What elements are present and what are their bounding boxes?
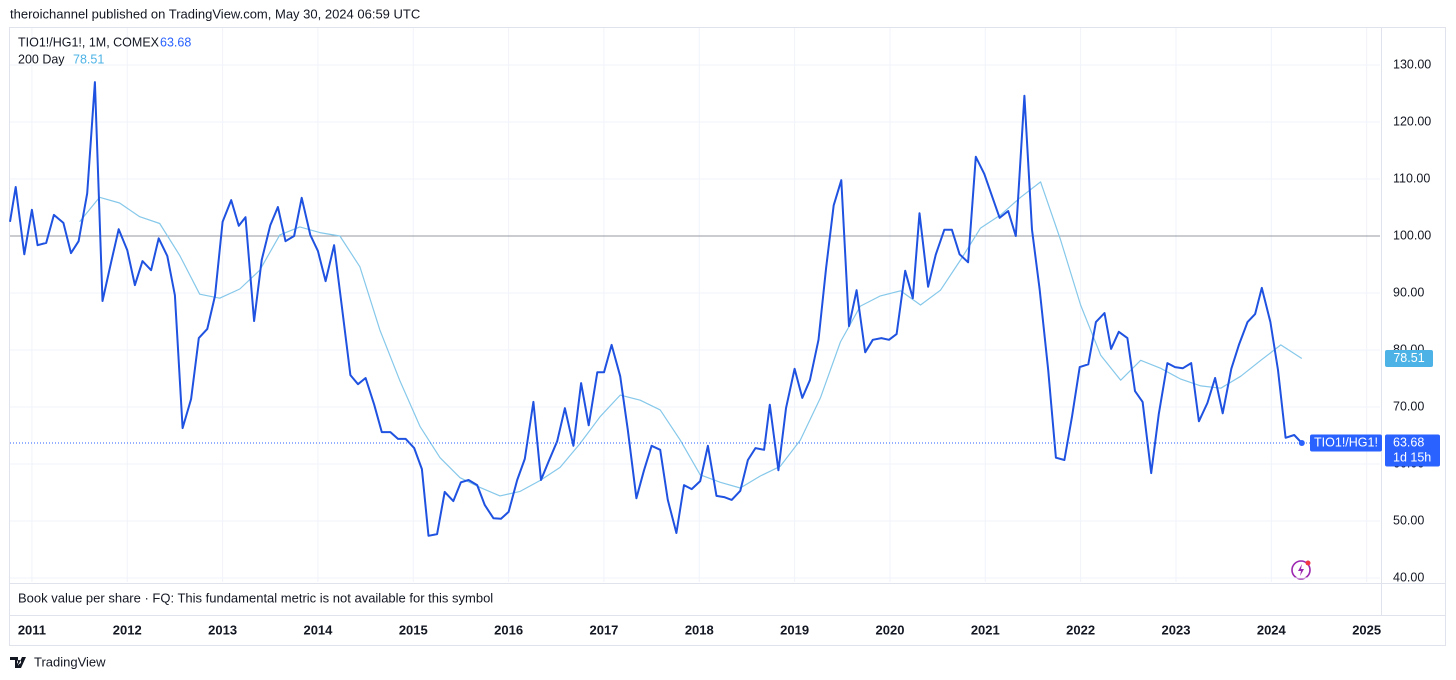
- x-tick-label: 2017: [589, 622, 618, 637]
- x-tick-label: 2015: [399, 622, 428, 637]
- lightning-icon[interactable]: [1291, 560, 1311, 580]
- x-tick-label: 2011: [18, 622, 46, 637]
- legend-name: TIO1!/HG1!, 1M, COMEX: [18, 35, 160, 49]
- x-tick-label: 2020: [876, 622, 905, 637]
- tradingview-logo: [10, 657, 26, 668]
- y-tick-label: 40.00: [1393, 570, 1424, 584]
- y-tick-label: 100.00: [1393, 228, 1431, 242]
- y-tick-label: 110.00: [1393, 171, 1430, 185]
- price-line: [9, 81, 1303, 537]
- x-tick-label: 2025: [1352, 622, 1381, 637]
- symbol-tag-label: TIO1!/HG1!: [1314, 435, 1378, 449]
- legend-name: 200 Day: [18, 52, 65, 66]
- x-tick-label: 2012: [113, 622, 142, 637]
- attribution: theroichannel published on TradingView.c…: [10, 6, 420, 21]
- y-tick-label: 130.00: [1393, 57, 1431, 71]
- price-tag-label: 63.68: [1393, 435, 1424, 449]
- x-tick-label: 2021: [971, 622, 1000, 637]
- x-tick-label: 2023: [1162, 622, 1191, 637]
- panel-border: [9, 27, 1446, 646]
- plot-area: [9, 28, 1380, 582]
- legend-value: 63.68: [160, 35, 191, 49]
- x-tick-label: 2016: [494, 622, 523, 637]
- brand: TradingView: [34, 654, 106, 669]
- x-tick-label: 2018: [685, 622, 714, 637]
- x-tick-label: 2024: [1257, 622, 1287, 637]
- last-price-dot: [1298, 440, 1305, 447]
- ma-price-tag-label: 78.51: [1393, 351, 1424, 365]
- fundamental-note: Book value per share · FQ: This fundamen…: [18, 590, 493, 605]
- ma-price-tag: [1385, 350, 1433, 368]
- y-tick-label: 50.00: [1393, 513, 1424, 527]
- x-tick-label: 2019: [780, 622, 809, 637]
- y-tick-label: 90.00: [1393, 285, 1424, 299]
- y-tick-label: 70.00: [1393, 399, 1424, 413]
- moving-average-line: [79, 181, 1303, 497]
- countdown-label: 1d 15h: [1393, 450, 1431, 464]
- symbol-tag: [1310, 434, 1382, 452]
- x-tick-label: 2013: [208, 622, 237, 637]
- y-tick-label: 120.00: [1393, 114, 1431, 128]
- price-tag: [1385, 434, 1440, 467]
- legend-value: 78.51: [73, 52, 104, 66]
- x-tick-label: 2014: [303, 622, 333, 637]
- x-tick-label: 2022: [1066, 622, 1095, 637]
